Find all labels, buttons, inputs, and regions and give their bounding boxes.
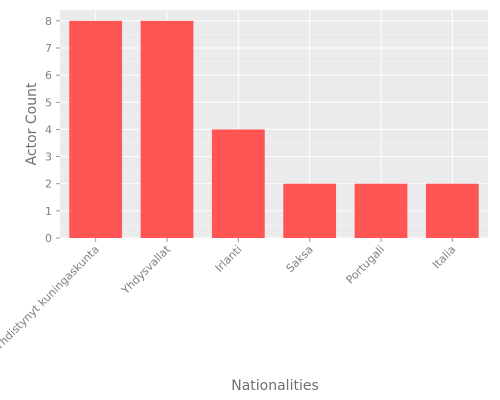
bar <box>354 183 408 238</box>
bar <box>211 129 265 238</box>
x-axis-title: Nationalities <box>231 378 319 394</box>
y-tick-label: 0 <box>45 232 52 245</box>
x-tick-label: Portugali <box>344 243 388 287</box>
y-tick-label: 5 <box>45 96 52 109</box>
y-tick-label: 4 <box>45 123 52 136</box>
y-tick-label: 3 <box>45 151 52 164</box>
x-tick-label: Yhdistynyt kuningaskunta <box>0 243 102 353</box>
y-tick-label: 8 <box>45 15 52 28</box>
y-axis-title: Actor Count <box>24 82 40 165</box>
plot-background <box>60 10 488 238</box>
x-axis-ticks: Yhdistynyt kuningaskunta Yhdysvallat Irlan… <box>0 238 458 353</box>
x-tick-label: Italia <box>430 243 458 271</box>
y-tick-label: 7 <box>45 42 52 55</box>
y-tick-label: 6 <box>45 69 52 82</box>
bar <box>283 183 337 238</box>
x-tick-label: Yhdysvallat <box>118 242 173 297</box>
y-tick-label: 2 <box>45 178 52 191</box>
x-tick-label: Irlanti <box>213 243 245 275</box>
bars <box>69 20 479 238</box>
x-tick-label: Saksa <box>284 243 316 275</box>
bar <box>69 20 123 238</box>
y-tick-label: 1 <box>45 205 52 218</box>
y-axis-ticks: 0 1 2 3 4 5 6 7 8 <box>45 15 60 245</box>
bar <box>425 183 479 238</box>
bar <box>140 20 194 238</box>
